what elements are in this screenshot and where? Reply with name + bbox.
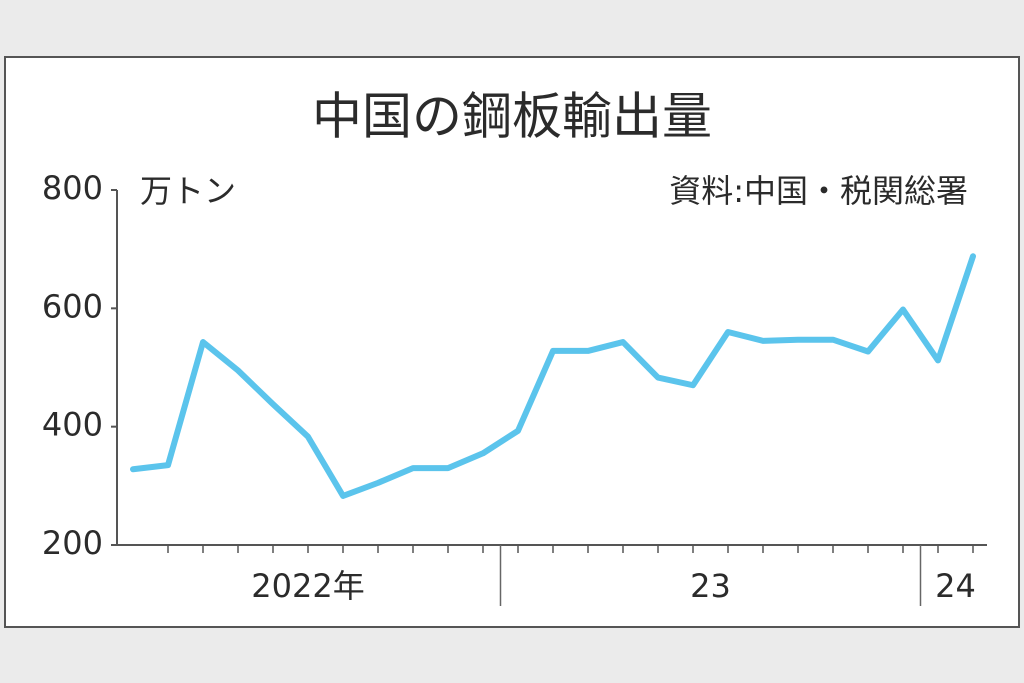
source-note: 資料:中国・税関総署 bbox=[669, 172, 968, 210]
y-tick-label: 800 bbox=[42, 169, 103, 207]
x-group-label: 24 bbox=[935, 567, 976, 605]
chart-frame bbox=[4, 56, 1020, 628]
x-group-label: 2022年 bbox=[251, 567, 364, 605]
y-axis-unit: 万トン bbox=[140, 172, 236, 210]
chart-title: 中国の鋼板輸出量 bbox=[312, 88, 712, 146]
y-tick-label: 400 bbox=[42, 406, 103, 444]
x-group-label: 23 bbox=[690, 567, 731, 605]
y-tick-label: 200 bbox=[42, 524, 103, 562]
data-line bbox=[130, 253, 976, 499]
y-tick-label: 600 bbox=[42, 287, 103, 325]
